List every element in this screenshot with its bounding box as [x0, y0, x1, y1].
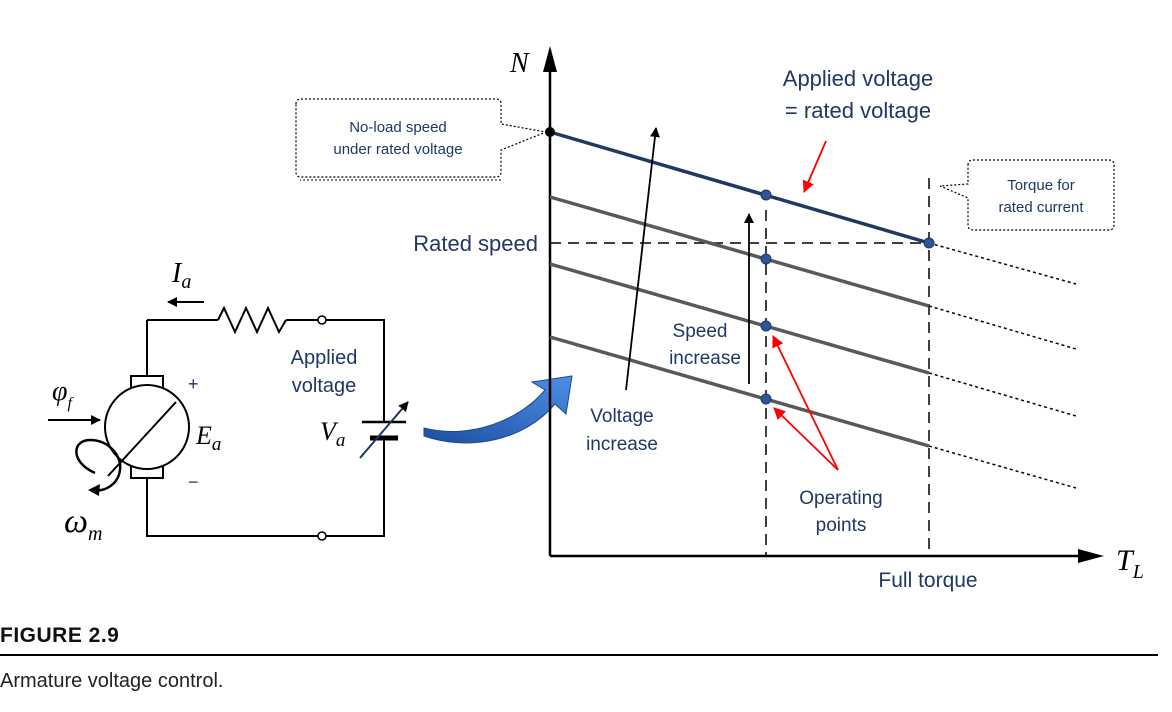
minus-sign: −: [188, 472, 199, 492]
torque-callout-line2: rated current: [998, 199, 1084, 216]
voltage-increase-arrow: [625, 127, 660, 391]
rated-current-point: [923, 237, 935, 249]
voltage-line-2: [549, 195, 930, 308]
plus-sign: +: [188, 374, 199, 394]
voltage-increase-label-1: Voltage: [590, 406, 653, 427]
current-subscript: a: [181, 271, 191, 293]
figure-caption: Armature voltage control.: [0, 670, 224, 692]
voltage-subscript: a: [336, 430, 346, 451]
svg-text:ωm: ωm: [64, 503, 102, 545]
rotation-arrow-icon: [75, 438, 122, 492]
terminal-bottom: [317, 531, 327, 541]
motor-armature-icon: [104, 384, 190, 470]
blue-curved-arrow-icon: [423, 375, 573, 444]
full-torque-label: Full torque: [878, 569, 977, 592]
operating-point-3: [760, 320, 772, 332]
applied-voltage-label-line1: Applied: [291, 347, 358, 369]
x-axis-label: T: [1116, 544, 1135, 577]
terminal-top: [317, 315, 327, 325]
operating-point-2: [760, 253, 772, 265]
rated-line-red-arrow: [802, 140, 827, 193]
no-load-callout-line1: No-load speed: [349, 119, 447, 136]
y-axis-arrowhead: [543, 46, 557, 72]
voltage-line-3-extension: [928, 372, 1077, 417]
applied-voltage-label-line2: voltage: [292, 375, 357, 397]
operating-points-label-1: Operating: [799, 488, 882, 509]
figure-label: FIGURE 2.9: [0, 624, 120, 647]
y-axis-label: N: [509, 48, 530, 79]
emf-subscript: a: [212, 434, 222, 455]
rated-line-label-2: = rated voltage: [785, 98, 931, 123]
circuit-wire-bottom: [146, 478, 318, 537]
rated-line-label-1: Applied voltage: [783, 66, 933, 91]
voltage-line-4-extension: [928, 445, 1077, 489]
resistor-symbol: [217, 305, 287, 335]
dc-motor-circuit: Ia φf Ea ωm Va + − Applied voltage: [48, 258, 409, 545]
torque-callout-line1: Torque for: [1007, 177, 1075, 194]
circuit-wire-right: [326, 319, 385, 537]
svg-text:φf: φf: [52, 376, 75, 412]
x-axis-arrowhead: [1078, 549, 1104, 563]
svg-text:Ea: Ea: [195, 421, 221, 455]
flux-symbol: φ: [52, 376, 68, 407]
operating-point-4: [760, 393, 772, 405]
speed-torque-graph: No-load speed under rated voltage Torque…: [295, 46, 1144, 592]
variable-arrow-icon: [359, 401, 409, 459]
operating-points-label-2: points: [816, 515, 867, 536]
no-load-callout: [295, 98, 549, 178]
voltage-line-2-extension: [928, 305, 1077, 350]
speed-increase-label-2: increase: [669, 348, 741, 369]
voltage-symbol: V: [320, 417, 339, 446]
speed-subscript: m: [88, 523, 102, 545]
speed-increase-label-1: Speed: [673, 321, 728, 342]
svg-text:Ia: Ia: [171, 258, 191, 293]
operating-red-arrow-2: [773, 407, 839, 471]
rotation-arrowhead: [88, 484, 100, 496]
armature-voltage-control-figure: Ia φf Ea ωm Va + − Applied voltage: [48, 46, 1144, 592]
rated-voltage-line: [549, 130, 930, 245]
emf-symbol: E: [195, 421, 212, 450]
no-load-callout-line2: under rated voltage: [333, 141, 462, 158]
operating-red-arrow-1: [772, 335, 839, 471]
rated-voltage-line-extension: [928, 242, 1077, 285]
speed-symbol: ω: [64, 503, 88, 540]
operating-point-rated: [760, 189, 772, 201]
x-axis-subscript: L: [1132, 561, 1144, 583]
caption-divider: [0, 654, 1158, 656]
torque-callout: [939, 159, 1115, 231]
no-load-point: [545, 127, 555, 137]
current-symbol: I: [171, 258, 183, 289]
voltage-line-4: [549, 335, 930, 448]
voltage-increase-label-2: increase: [586, 434, 658, 455]
svg-text:Va: Va: [320, 417, 345, 451]
flux-subscript: f: [68, 395, 75, 412]
rated-speed-label: Rated speed: [413, 231, 538, 256]
svg-text:TL: TL: [1116, 544, 1144, 583]
voltage-line-3: [549, 262, 930, 375]
